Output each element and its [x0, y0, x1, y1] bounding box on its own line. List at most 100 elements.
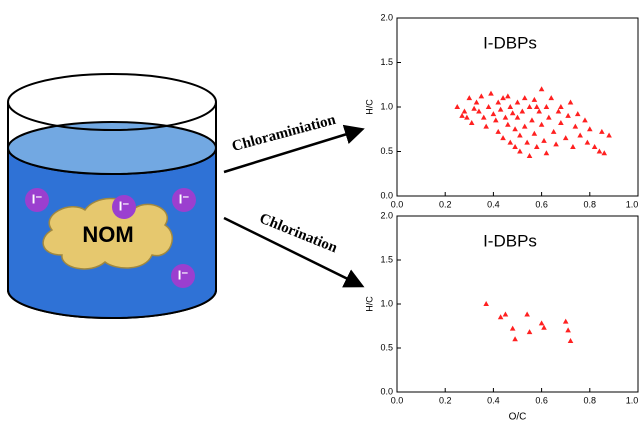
- point: [515, 115, 521, 120]
- point: [541, 138, 547, 143]
- point: [515, 100, 521, 105]
- point: [570, 144, 576, 149]
- point: [539, 320, 545, 325]
- point: [520, 108, 526, 113]
- point: [539, 86, 545, 91]
- x-tick-label: 0.2: [439, 395, 452, 405]
- x-tick-label: 0.4: [487, 395, 500, 405]
- point: [534, 144, 540, 149]
- point: [505, 93, 511, 98]
- point: [483, 301, 489, 306]
- point: [495, 100, 501, 105]
- point: [539, 122, 545, 127]
- point: [483, 124, 489, 129]
- point: [491, 111, 497, 116]
- point: [517, 149, 523, 154]
- point: [606, 132, 612, 137]
- point: [498, 107, 504, 112]
- point: [507, 104, 513, 109]
- x-tick-label: 0.8: [584, 199, 597, 209]
- point: [454, 104, 460, 109]
- point: [486, 104, 492, 109]
- chart-title: I-DBPs: [483, 33, 537, 52]
- y-tick-label: 2.0: [380, 210, 393, 220]
- x-axis-label: O/C: [509, 412, 527, 423]
- point: [587, 126, 593, 131]
- y-tick-label: 1.5: [380, 57, 393, 67]
- point: [524, 140, 530, 145]
- y-axis-label: H/C: [364, 99, 374, 115]
- point: [479, 93, 485, 98]
- nom-label: NOM: [82, 222, 133, 247]
- point: [512, 336, 518, 341]
- arrow-label: Chloraminiation: [230, 112, 338, 155]
- point: [551, 129, 557, 134]
- point: [565, 113, 571, 118]
- x-tick-label: 0.2: [439, 199, 452, 209]
- ion-label: I⁻: [32, 191, 43, 206]
- point: [507, 140, 513, 145]
- point: [556, 108, 562, 113]
- point: [592, 144, 598, 149]
- point: [512, 144, 518, 149]
- point: [601, 150, 607, 155]
- point: [467, 95, 473, 100]
- point: [527, 104, 533, 109]
- point: [474, 100, 480, 105]
- point: [527, 329, 533, 334]
- x-tick-label: 0.4: [487, 199, 500, 209]
- point: [577, 132, 583, 137]
- point: [505, 122, 511, 127]
- ion-label: I⁻: [179, 191, 190, 206]
- ion-label: I⁻: [178, 267, 189, 282]
- x-tick-label: 0.6: [535, 395, 548, 405]
- point: [599, 129, 605, 134]
- point: [471, 106, 477, 111]
- point: [597, 149, 603, 154]
- point: [481, 115, 487, 120]
- point: [573, 124, 579, 129]
- point: [529, 117, 535, 122]
- point: [503, 115, 509, 120]
- point: [568, 338, 574, 343]
- beaker: NOM I⁻ I⁻ I⁻ I⁻: [8, 74, 216, 318]
- point: [469, 120, 475, 125]
- point: [536, 108, 542, 113]
- point: [582, 117, 588, 122]
- point: [558, 120, 564, 125]
- point: [558, 104, 564, 109]
- point: [553, 141, 559, 146]
- point: [527, 153, 533, 158]
- point: [563, 319, 569, 324]
- point: [476, 108, 482, 113]
- point: [575, 111, 581, 116]
- point: [503, 312, 509, 317]
- point: [565, 327, 571, 332]
- point: [512, 126, 518, 131]
- point: [534, 104, 540, 109]
- y-tick-label: 2.0: [380, 12, 393, 22]
- point: [517, 132, 523, 137]
- point: [498, 314, 504, 319]
- point: [464, 115, 470, 120]
- point: [510, 110, 516, 115]
- point: [522, 95, 528, 100]
- point: [510, 326, 516, 331]
- y-tick-label: 0.5: [380, 342, 393, 352]
- point: [532, 97, 538, 102]
- chart-title: I-DBPs: [483, 231, 537, 250]
- point: [548, 95, 554, 100]
- point: [524, 312, 530, 317]
- x-tick-label: 0.0: [391, 199, 404, 209]
- point: [568, 100, 574, 105]
- y-tick-label: 1.0: [380, 101, 393, 111]
- point: [493, 117, 499, 122]
- ion-label: I⁻: [119, 198, 130, 213]
- point: [462, 108, 468, 113]
- x-tick-label: 1.0: [626, 395, 639, 405]
- arrow-label: Chlorination: [257, 211, 340, 257]
- y-axis-label: H/C: [364, 296, 374, 312]
- point: [544, 150, 550, 155]
- point: [585, 140, 591, 145]
